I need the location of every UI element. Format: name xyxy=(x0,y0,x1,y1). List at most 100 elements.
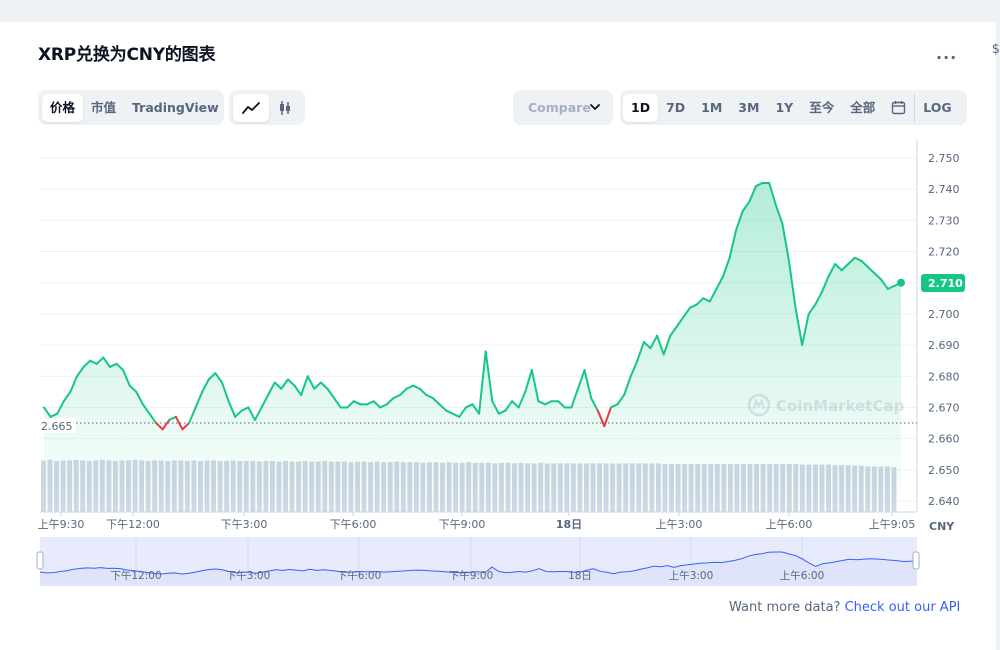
navigator-area xyxy=(40,552,917,586)
price-line-segment xyxy=(89,359,98,365)
current-price-text: 2.710 xyxy=(928,277,963,290)
price-line-segment xyxy=(748,185,757,203)
navigator-label: 上午3:00 xyxy=(669,569,714,582)
price-line-segment xyxy=(95,356,105,365)
range-1y[interactable]: 1Y xyxy=(775,99,794,115)
price-line-segment xyxy=(682,306,692,319)
navigator-handle-right[interactable] xyxy=(912,551,920,570)
price-line-segment xyxy=(629,359,639,378)
navigator-handle-left[interactable] xyxy=(36,551,44,570)
price-line-segment xyxy=(544,400,553,406)
price-line-segment xyxy=(43,406,52,418)
price-line-segment xyxy=(49,412,59,418)
price-line-segment xyxy=(102,356,111,368)
price-line-segment xyxy=(188,406,197,425)
y-tick-label: 2.660 xyxy=(928,433,960,446)
price-line-segment xyxy=(385,397,395,406)
navigator-label: 下午12:00 xyxy=(110,569,161,582)
range-7d[interactable]: 7D xyxy=(666,99,686,115)
x-tick-label: 18日 xyxy=(556,518,582,531)
coinmarketcap-logo-icon xyxy=(747,393,771,417)
price-line-segment xyxy=(253,406,263,421)
price-line-segment xyxy=(774,203,784,225)
price-line-segment xyxy=(596,409,606,428)
price-line-segment xyxy=(576,369,586,390)
price-line-segment xyxy=(702,297,711,303)
price-line-segment xyxy=(517,390,527,409)
price-line-segment xyxy=(69,375,78,393)
navigator-labels: 下午12:00 下午3:00 下午6:00 下午9:00 18日 上午3:00 上午6:00 xyxy=(110,569,824,582)
price-line-segment xyxy=(708,287,718,303)
price-line-segment xyxy=(141,403,151,415)
calendar-button[interactable] xyxy=(883,94,914,122)
price-line-segment xyxy=(735,210,744,231)
price-line-segment xyxy=(669,325,678,337)
page-title: XRP兑换为CNY的图表 xyxy=(38,45,216,65)
price-line-segment xyxy=(128,384,138,393)
x-tick-label: 下午9:00 xyxy=(439,518,486,531)
chart-type-toggle xyxy=(229,90,305,125)
price-line-segment xyxy=(75,365,85,378)
y-tick-label: 2.730 xyxy=(928,214,960,227)
more-data-text: Want more data? xyxy=(729,600,841,615)
more-data-footer: Want more data? Check out our API xyxy=(729,600,960,615)
price-line-segment xyxy=(372,400,382,409)
price-line-segment xyxy=(234,409,243,418)
price-line-segment xyxy=(122,369,131,387)
price-line-segment xyxy=(333,397,342,409)
price-line-segment xyxy=(346,400,355,409)
price-line-segment xyxy=(220,381,230,403)
line-chart-button[interactable] xyxy=(233,93,269,122)
compare-placeholder: Compare xyxy=(528,100,591,115)
range-1m[interactable]: 1M xyxy=(701,99,723,115)
range-3m[interactable]: 3M xyxy=(738,99,760,115)
api-link[interactable]: Check out our API xyxy=(844,600,961,615)
price-line-segment xyxy=(267,381,276,396)
range-1d[interactable]: 1D xyxy=(623,93,659,122)
price-line-segment xyxy=(530,369,540,403)
price-line-segment xyxy=(662,334,672,356)
price-line-segment xyxy=(227,400,237,418)
range-all[interactable]: 全部 xyxy=(850,99,876,115)
log-toggle[interactable]: LOG xyxy=(914,93,959,122)
price-line-segment xyxy=(425,393,434,400)
price-line-segment xyxy=(300,375,309,396)
tab-tradingview[interactable]: TradingView xyxy=(132,99,219,115)
price-line-segment xyxy=(583,369,593,400)
price-line-segment xyxy=(352,400,362,406)
price-line-segment xyxy=(801,312,810,347)
price-line-segment xyxy=(511,400,520,409)
chevron-down-icon xyxy=(590,104,600,110)
price-line-segment xyxy=(860,259,870,269)
range-navigator[interactable]: 下午12:00 下午3:00 下午6:00 下午9:00 18日 上午3:00 上午6:00 xyxy=(36,537,920,586)
price-line-segment xyxy=(194,390,204,409)
price-line-segment xyxy=(326,387,336,400)
price-line-segment xyxy=(168,415,177,421)
price-line-segment xyxy=(794,306,804,347)
tab-price[interactable]: 价格 xyxy=(42,93,84,122)
price-line-segment xyxy=(675,316,685,328)
range-ytd[interactable]: 至今 xyxy=(809,99,835,115)
price-line-segment xyxy=(471,403,481,415)
y-tick-label: 2.690 xyxy=(928,339,960,352)
price-line-segment xyxy=(273,381,283,390)
price-line-segment xyxy=(642,340,652,350)
price-line-segment xyxy=(174,415,184,431)
coinmarketcap-logo-mark xyxy=(753,398,765,410)
more-options-button[interactable]: ... xyxy=(936,44,958,63)
price-line-segment xyxy=(478,350,487,415)
candlestick-icon xyxy=(280,100,290,115)
right-edge-panel xyxy=(996,0,1000,650)
tab-market-cap[interactable]: 市值 xyxy=(91,99,117,115)
candlestick-button[interactable] xyxy=(269,94,301,122)
y-tick-label: 2.680 xyxy=(928,370,960,383)
x-tick-label: 上午3:00 xyxy=(656,518,703,531)
price-line-segment xyxy=(741,200,751,213)
price-line-segment xyxy=(807,303,817,315)
current-price-badge[interactable] xyxy=(921,274,965,292)
price-line-segment xyxy=(108,362,118,368)
price-line-segment xyxy=(319,381,329,390)
price-line-segment xyxy=(56,400,65,415)
price-line-segment xyxy=(412,384,421,390)
compare-select[interactable]: Compare xyxy=(513,90,613,125)
